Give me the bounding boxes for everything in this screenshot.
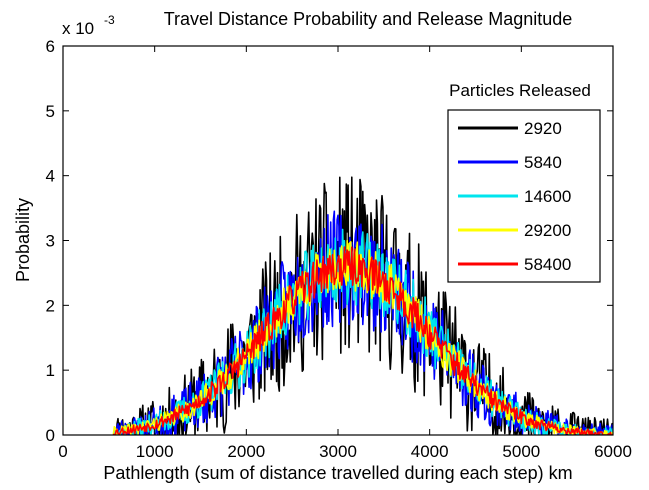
y-tick-label: 2 [46,296,55,315]
y-exponent-base: x 10 [62,19,94,38]
y-tick-label: 3 [46,232,55,251]
y-tick-label: 6 [46,37,55,56]
y-axis: 0 1 2 3 4 5 6 [46,37,613,445]
x-tick-label: 1000 [136,442,174,461]
y-tick-label: 0 [46,426,55,445]
x-axis: 0 1000 2000 3000 4000 5000 6000 [58,46,632,461]
y-tick-label: 5 [46,102,55,121]
series-layer [112,176,613,435]
chart-title: Travel Distance Probability and Release … [164,9,573,29]
legend-label-5840: 5840 [524,153,562,172]
x-tick-label: 4000 [411,442,449,461]
legend-title: Particles Released [449,81,591,100]
legend: 2920 5840 14600 29200 58400 [447,109,601,283]
y-axis-label: Probability [13,198,33,282]
series-line-58400 [112,246,613,435]
x-tick-label: 3000 [319,442,357,461]
legend-label-29200: 29200 [524,221,571,240]
legend-label-58400: 58400 [524,255,571,274]
legend-label-2920: 2920 [524,119,562,138]
y-exponent-power: -3 [104,13,115,27]
x-axis-label: Pathlength (sum of distance travelled du… [103,463,572,483]
y-tick-label: 4 [46,167,55,186]
x-tick-label: 5000 [502,442,540,461]
y-exponent: x 10 -3 [62,13,115,38]
x-tick-label: 2000 [227,442,265,461]
x-tick-label: 6000 [594,442,632,461]
legend-label-14600: 14600 [524,187,571,206]
y-tick-label: 1 [46,361,55,380]
x-tick-label: 0 [58,442,67,461]
